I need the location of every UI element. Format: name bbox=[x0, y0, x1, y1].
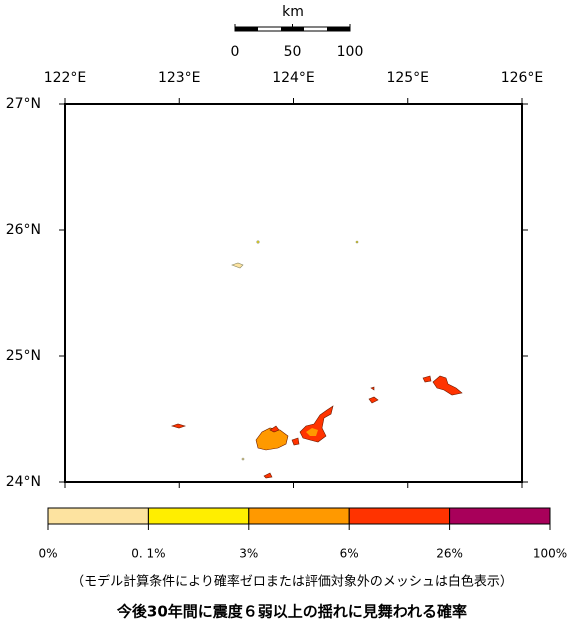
legend-swatch bbox=[47, 507, 149, 525]
legend-label: 3% bbox=[239, 547, 258, 561]
legend-label: 6% bbox=[340, 547, 359, 561]
island bbox=[370, 386, 375, 391]
lon-label: 126°E bbox=[501, 70, 544, 86]
lon-label: 122°E bbox=[44, 70, 87, 86]
lon-label: 125°E bbox=[386, 70, 429, 86]
title: 今後30年間に震度６弱以上の揺れに見舞われる確率 bbox=[116, 603, 467, 621]
island bbox=[269, 425, 280, 433]
scale-segment bbox=[327, 27, 350, 31]
legend-label: 0% bbox=[38, 547, 57, 561]
legend-swatch bbox=[147, 507, 250, 525]
islands bbox=[170, 240, 463, 479]
scale-unit: km bbox=[282, 4, 304, 20]
scale-label: 0 bbox=[231, 44, 240, 60]
scale-label: 100 bbox=[337, 44, 364, 60]
island bbox=[231, 262, 244, 269]
island bbox=[306, 428, 318, 436]
island bbox=[432, 375, 463, 396]
legend-swatch bbox=[449, 507, 551, 525]
legend-label: 0. 1% bbox=[131, 547, 165, 561]
note: （モデル計算条件により確率ゼロまたは評価対象外のメッシュは白色表示） bbox=[71, 574, 513, 590]
lat-label: 27°N bbox=[6, 96, 41, 112]
island bbox=[241, 457, 245, 461]
legend-label: 26% bbox=[436, 547, 463, 561]
island bbox=[263, 472, 273, 479]
scale-segment bbox=[235, 27, 258, 31]
legend-swatch bbox=[348, 507, 451, 525]
lon-label: 123°E bbox=[158, 70, 201, 86]
island bbox=[170, 423, 187, 429]
lat-label: 26°N bbox=[6, 222, 41, 238]
island bbox=[422, 375, 432, 383]
scale-label: 50 bbox=[284, 44, 302, 60]
island bbox=[368, 396, 379, 404]
lat-label: 25°N bbox=[6, 348, 41, 364]
map-frame bbox=[64, 103, 523, 483]
legend-swatch bbox=[248, 507, 350, 525]
island bbox=[291, 437, 300, 446]
island bbox=[256, 240, 260, 244]
legend-label: 100% bbox=[533, 547, 567, 561]
lon-label: 124°E bbox=[272, 70, 315, 86]
island bbox=[355, 240, 359, 244]
island bbox=[255, 427, 289, 451]
lat-label: 24°N bbox=[6, 474, 41, 490]
